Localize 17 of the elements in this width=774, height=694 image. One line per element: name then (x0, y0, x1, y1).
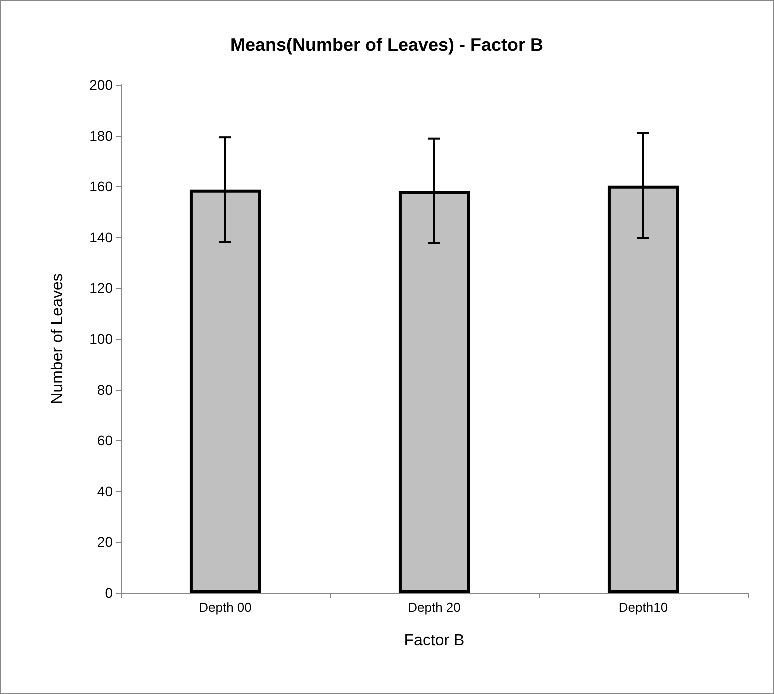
y-tick-label: 20 (97, 534, 114, 550)
y-tick-label: 0 (105, 585, 114, 601)
y-tick-label: 80 (97, 382, 114, 398)
y-tick-label: 160 (90, 178, 114, 195)
y-tick-label: 140 (90, 229, 114, 246)
chart-title: Means(Number of Leaves) - Factor B (230, 35, 544, 55)
x-tick-label: Depth10 (618, 600, 668, 615)
y-tick-label: 200 (90, 77, 114, 93)
y-axis-title: Number of Leaves (50, 274, 66, 404)
y-tick-label: 180 (90, 128, 114, 144)
y-tick-label: 120 (90, 280, 114, 296)
y-tick-label: 100 (90, 331, 114, 347)
x-tick-label: Depth 20 (408, 600, 461, 615)
y-tick-label: 40 (97, 483, 114, 500)
x-tick-label: Depth 00 (199, 600, 252, 615)
x-axis-title: Factor B (404, 632, 465, 650)
y-tick-label: 60 (97, 432, 114, 449)
